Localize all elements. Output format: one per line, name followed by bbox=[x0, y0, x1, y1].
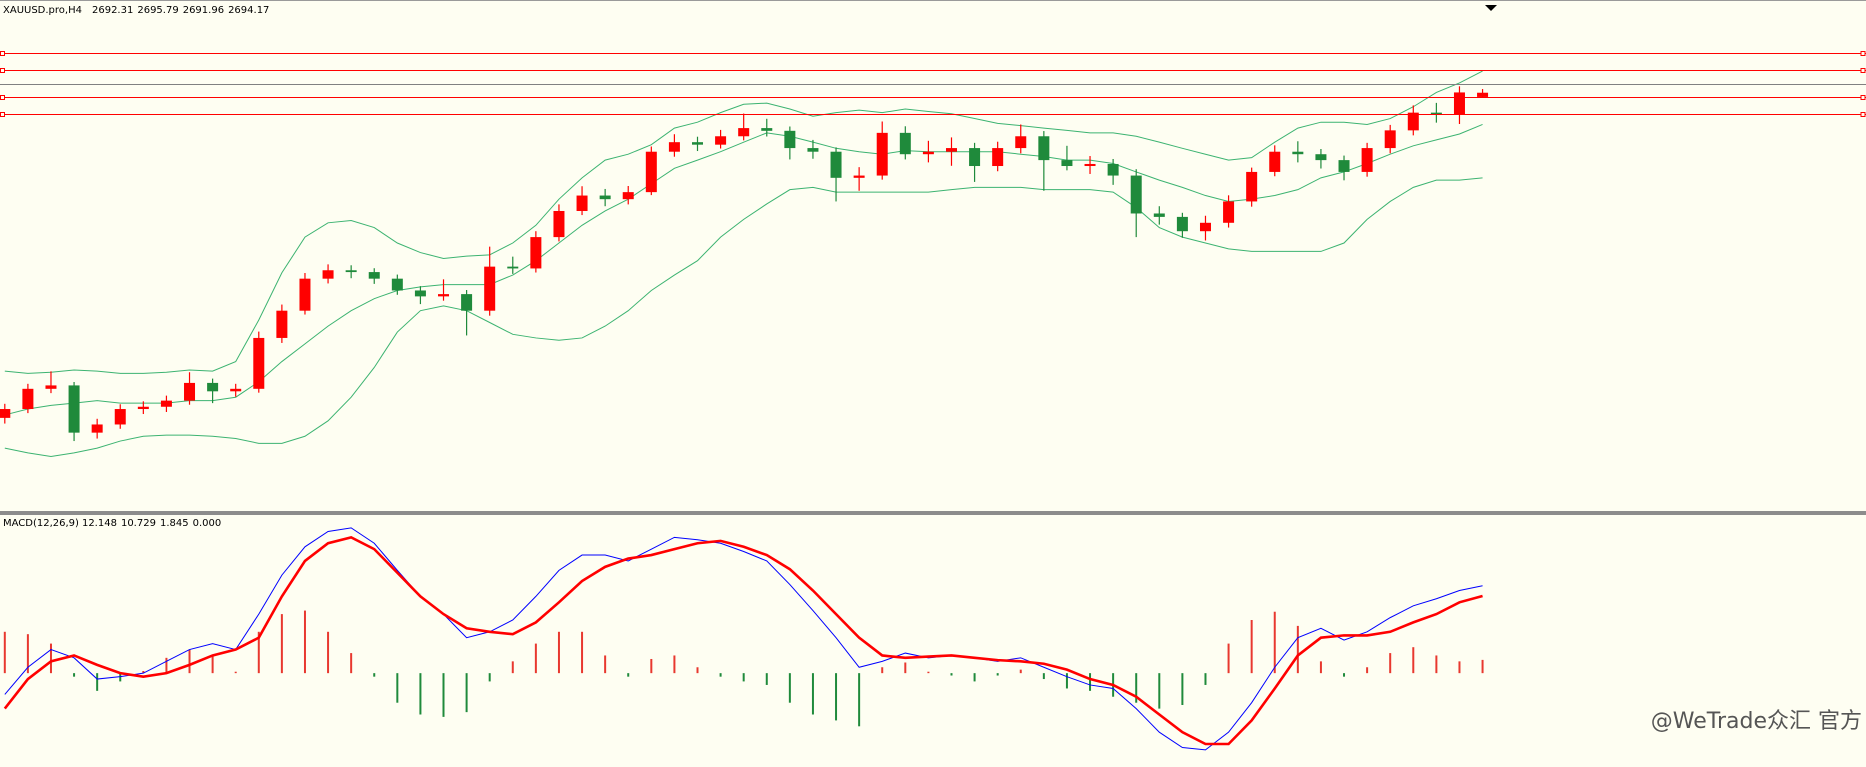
candle-body bbox=[299, 278, 311, 311]
ohlc-close: 2694.17 bbox=[228, 5, 269, 16]
candle-body bbox=[599, 195, 611, 200]
candle-body bbox=[553, 210, 565, 238]
candle-body bbox=[45, 385, 57, 389]
candle-body bbox=[784, 130, 796, 149]
ohlc-open: 2692.31 bbox=[92, 5, 133, 16]
level-handle[interactable] bbox=[0, 95, 5, 100]
candle-body bbox=[530, 237, 542, 269]
candle-body bbox=[1153, 213, 1165, 217]
bollinger-middle bbox=[4, 123, 1483, 416]
macd-signal-value: 10.729 bbox=[121, 518, 156, 529]
macd-main-line bbox=[4, 527, 1483, 751]
candle-body bbox=[276, 310, 288, 338]
candle-body bbox=[230, 388, 242, 392]
candle-body bbox=[1453, 92, 1465, 115]
candle-body bbox=[438, 294, 450, 297]
level-handle[interactable] bbox=[1860, 95, 1866, 100]
candle-body bbox=[1038, 136, 1050, 161]
candle-body bbox=[68, 385, 80, 433]
candle-body bbox=[922, 151, 934, 155]
candle-body bbox=[1130, 175, 1142, 214]
candle-body bbox=[1084, 163, 1096, 167]
candle-body bbox=[414, 290, 426, 297]
candle-body bbox=[1015, 136, 1027, 149]
macd-panel: MACD(12,26,9) 12.148 10.729 1.845 0.000 bbox=[3, 518, 1484, 751]
indicator-header: MACD(12,26,9) 12.148 10.729 1.845 0.000 bbox=[3, 518, 221, 529]
ohlc-high: 2695.79 bbox=[137, 5, 178, 16]
bollinger-upper bbox=[4, 70, 1483, 374]
level-handle[interactable] bbox=[1860, 68, 1866, 73]
candle-body bbox=[1407, 112, 1419, 131]
watermark: @WeTrade众汇 官方 bbox=[1651, 709, 1862, 734]
candle-body bbox=[137, 406, 149, 410]
candle-body bbox=[461, 294, 473, 311]
candle-body bbox=[1315, 154, 1327, 161]
candle-body bbox=[807, 148, 819, 152]
candle-body bbox=[22, 388, 34, 410]
candle-body bbox=[738, 128, 750, 137]
bollinger-lower bbox=[4, 177, 1483, 457]
indicator-name: MACD(12,26,9) bbox=[3, 518, 79, 529]
candle-body bbox=[1269, 151, 1281, 172]
chart-header: XAUUSD.pro,H4 2692.31 2695.79 2691.96 2694.1… bbox=[3, 5, 269, 16]
candle-body bbox=[576, 195, 588, 211]
chart-shift-marker[interactable] bbox=[1485, 5, 1497, 11]
candle-body bbox=[1176, 216, 1188, 232]
candle-body bbox=[368, 272, 380, 279]
candle-body bbox=[1107, 163, 1119, 176]
candle-body bbox=[1246, 171, 1258, 202]
level-handle[interactable] bbox=[1860, 51, 1866, 56]
candle-body bbox=[969, 148, 981, 167]
candle-body bbox=[899, 132, 911, 155]
candle-body bbox=[1384, 130, 1396, 149]
candle-body bbox=[391, 278, 403, 291]
ohlc-low: 2691.96 bbox=[183, 5, 224, 16]
candle-body bbox=[1292, 151, 1304, 155]
candle-body bbox=[484, 266, 496, 311]
candle-body bbox=[322, 270, 334, 279]
candle-body bbox=[207, 382, 219, 392]
macd-main-value: 12.148 bbox=[82, 518, 117, 529]
candle-body bbox=[507, 266, 519, 269]
candle-body bbox=[761, 128, 773, 131]
candle-body bbox=[1061, 160, 1073, 167]
level-handle[interactable] bbox=[0, 112, 5, 117]
candle-body bbox=[0, 409, 11, 418]
candle-body bbox=[345, 270, 357, 273]
macd-extra-value: 0.000 bbox=[193, 518, 222, 529]
level-handle[interactable] bbox=[0, 51, 5, 56]
candle-body bbox=[945, 148, 957, 152]
candle-body bbox=[160, 400, 172, 407]
candle-body bbox=[1477, 92, 1489, 97]
macd-histogram-value: 1.845 bbox=[160, 518, 189, 529]
price-panel: XAUUSD.pro,H4 2692.31 2695.79 2691.96 2694.1… bbox=[0, 5, 1866, 457]
candle-body bbox=[1361, 148, 1373, 172]
panel-separator bbox=[0, 511, 1866, 515]
macd-signal-line bbox=[3, 535, 1483, 746]
candle-body bbox=[715, 136, 727, 145]
candle-body bbox=[91, 424, 103, 433]
candle-body bbox=[114, 409, 126, 425]
candle-body bbox=[830, 151, 842, 178]
candle-body bbox=[1199, 222, 1211, 232]
candle-body bbox=[1338, 160, 1350, 172]
symbol: XAUUSD.pro,H4 bbox=[3, 5, 82, 16]
candle-body bbox=[692, 142, 703, 145]
candle-body bbox=[992, 148, 1004, 167]
candle-body bbox=[645, 151, 657, 193]
candle-body bbox=[853, 175, 865, 178]
candle-body bbox=[622, 192, 634, 200]
level-handle[interactable] bbox=[1860, 112, 1866, 117]
candle-body bbox=[184, 382, 196, 401]
candle-body bbox=[876, 132, 888, 176]
candle-body bbox=[1223, 201, 1235, 223]
level-handle[interactable] bbox=[0, 68, 5, 73]
candle-body bbox=[1430, 112, 1442, 115]
candle-body bbox=[668, 142, 680, 152]
candle-body bbox=[253, 337, 265, 389]
